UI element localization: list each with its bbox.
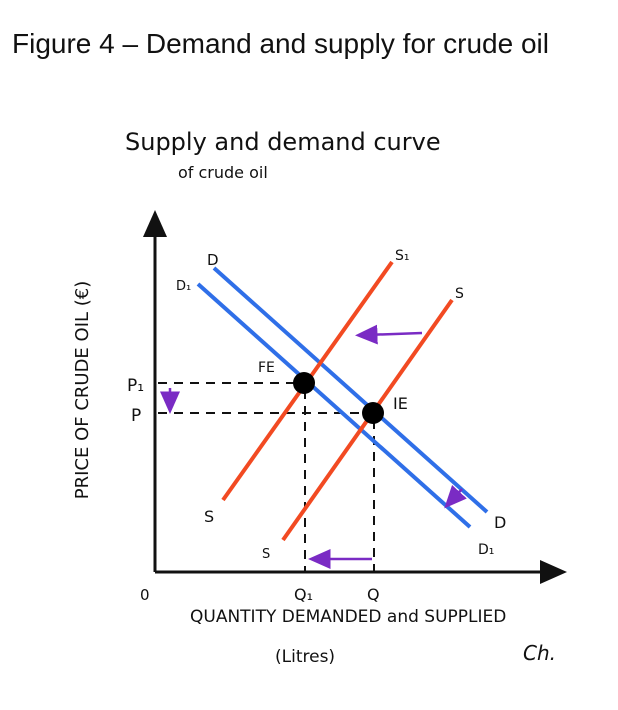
- x-axis-unit: (Litres): [275, 647, 335, 667]
- y-axis-label: PRICE OF CRUDE OIL (€): [72, 281, 93, 500]
- price-label-p: P: [131, 406, 141, 426]
- quantity-label-q: Q: [367, 585, 380, 604]
- supply-s-top-label: S: [455, 286, 464, 302]
- quantity-label-q1: Q₁: [294, 585, 313, 604]
- supply-s-bottom-label: S: [262, 547, 270, 562]
- supply-s1-top-label: S₁: [395, 248, 410, 264]
- demand-d-bottom-label: D: [494, 513, 506, 532]
- origin-label: 0: [140, 586, 150, 604]
- initial-equilibrium-point: [362, 402, 384, 424]
- demand-curve-d: [212, 266, 489, 514]
- supply-shift-arrow: [355, 324, 423, 345]
- demand-shift-arrow: [444, 485, 467, 509]
- ie-label: IE: [393, 394, 408, 413]
- diagram-title-line1: Supply and demand curve: [125, 128, 441, 156]
- x-axis-label: QUANTITY DEMANDED and SUPPLIED: [190, 607, 506, 627]
- final-equilibrium-point: [293, 372, 315, 394]
- demand-curve-d1: [196, 282, 472, 529]
- price-label-p1: P₁: [127, 376, 144, 396]
- demand-d-top-label: D: [207, 251, 219, 269]
- figure-title: Figure 4 – Demand and supply for crude o…: [12, 28, 549, 59]
- demand-d1-bottom-label: D₁: [478, 542, 494, 558]
- signature: Ch.: [523, 641, 556, 665]
- diagram-title-line2: of crude oil: [178, 163, 268, 182]
- demand-d1-top-label: D₁: [176, 279, 191, 294]
- supply-s1-bottom-label: S: [204, 507, 214, 526]
- fe-label: FE: [258, 360, 275, 376]
